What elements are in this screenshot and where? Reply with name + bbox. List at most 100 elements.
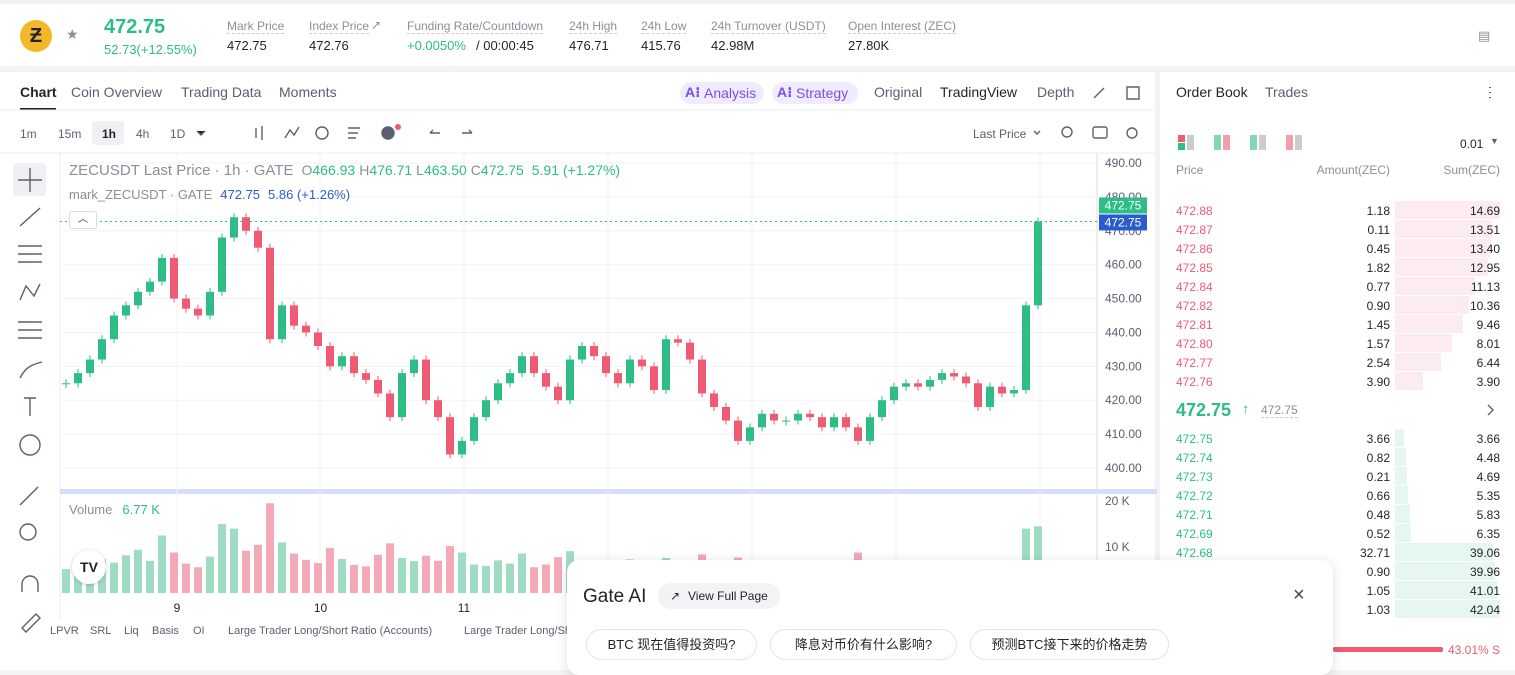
volume-bar (62, 569, 70, 593)
mid-mark: 472.75 (1261, 403, 1298, 418)
coin-logo: Ƶ (20, 20, 52, 52)
settings-icon[interactable]: ▤ (1478, 28, 1491, 43)
tab[interactable]: Coin Overview (71, 84, 163, 100)
volume-bar (314, 563, 322, 593)
candle-body (914, 383, 922, 387)
question[interactable]: BTC 现在值得投资吗? (586, 629, 757, 660)
candle-body (242, 217, 250, 231)
close[interactable]: × (1293, 584, 1305, 606)
candle-body (1010, 390, 1018, 394)
volume-bar (530, 567, 538, 593)
volume-bar (422, 555, 430, 593)
ob-price: 472.71 (1176, 508, 1213, 522)
x-tick-label: 10 (314, 601, 328, 615)
o: 466.93 (312, 162, 356, 178)
ob-sum: 6.35 (1476, 527, 1500, 541)
ob-amount: 3.90 (1366, 375, 1390, 389)
price-change: 52.73(+12.55%) (104, 42, 197, 57)
ob-sum: 3.66 (1476, 432, 1500, 446)
interval[interactable]: 1h (102, 127, 117, 141)
x-tick-label: 11 (458, 601, 471, 615)
ai-tab[interactable]: Strategy (796, 85, 849, 101)
ai-pill[interactable] (680, 82, 764, 104)
question[interactable]: 预测BTC接下来的价格走势 (970, 629, 1169, 660)
volume-bar (518, 553, 526, 593)
price-type[interactable]: Last Price (973, 127, 1027, 141)
interval[interactable]: 15m (58, 127, 82, 141)
depth-bar (1395, 581, 1498, 599)
view-full-page[interactable]: ↗ View Full Page (658, 583, 780, 609)
tab[interactable]: Trading Data (181, 84, 262, 100)
indicator[interactable]: SRL (90, 625, 112, 637)
ob-amount: 3.66 (1366, 432, 1390, 446)
candle-body (398, 373, 406, 418)
mark-symbol: mark_ZECUSDT · GATE (69, 187, 213, 202)
stat-label: 24h High (569, 19, 618, 34)
candle-body (950, 373, 958, 377)
ob-amount: 0.66 (1366, 489, 1390, 503)
vol-tick-label: 10 K (1105, 540, 1130, 554)
ai-pill[interactable] (772, 82, 858, 104)
candle-body (770, 413, 778, 421)
question[interactable]: 降息对币价有什么影响? (770, 629, 957, 660)
ai-tab[interactable]: Analysis (704, 85, 757, 101)
volume-bar (374, 554, 382, 593)
volume-bar (146, 560, 154, 593)
ob-tab[interactable]: Order Book (1176, 84, 1248, 100)
stat-label: 24h Turnover (USDT) (711, 19, 826, 34)
candle-body (662, 339, 670, 391)
interval[interactable]: 1m (20, 127, 37, 141)
volume-bar (1034, 526, 1042, 593)
candle-body (722, 407, 730, 421)
precision[interactable]: 0.01 (1460, 137, 1484, 151)
ob-sum: 13.40 (1469, 242, 1500, 256)
ob-sum: 9.46 (1476, 318, 1500, 332)
indicator[interactable]: Large Trader Long/Sh (464, 625, 572, 637)
indicator[interactable]: Basis (152, 625, 179, 637)
volume-value: 6.77 K (122, 502, 160, 517)
interval[interactable]: 1D (170, 127, 186, 141)
ob-sum: 14.69 (1469, 204, 1500, 218)
depth-bar (1395, 467, 1407, 485)
stat-value: 472.75 (227, 38, 267, 53)
indicator[interactable]: Liq (124, 625, 139, 637)
candle-body (758, 413, 766, 428)
y-tick-label: 450.00 (1105, 292, 1142, 306)
view-tab[interactable]: TradingView (940, 84, 1018, 100)
ob-tab[interactable]: Trades (1265, 84, 1309, 100)
candle-body (218, 237, 226, 292)
tab[interactable]: Moments (279, 84, 337, 100)
interval[interactable]: 4h (136, 127, 150, 141)
y-tick-label: 460.00 (1105, 258, 1142, 272)
stat-label: Mark Price (227, 19, 285, 34)
volume-bar (434, 560, 442, 593)
indicator[interactable]: OI (193, 625, 205, 637)
volume-bar (506, 563, 514, 593)
stat-value: +0.0050% (407, 38, 466, 53)
x-tick-label: 9 (174, 601, 181, 615)
volume-bar (494, 560, 502, 593)
collapse[interactable]: ︿ (69, 211, 97, 229)
view-tab[interactable]: Original (874, 84, 923, 100)
depth-bar (1395, 600, 1500, 618)
price-badge (1099, 197, 1147, 214)
candle-body (422, 359, 430, 401)
candle-body (890, 386, 898, 401)
favorite-star[interactable]: ★ (66, 26, 79, 42)
candle-body (746, 427, 754, 441)
candle-body (494, 383, 502, 401)
candle-body (446, 417, 454, 455)
candle-body (278, 305, 286, 340)
ratio-side: S (1492, 643, 1501, 657)
tv-logo[interactable]: TV (72, 550, 106, 584)
candle-body (782, 420, 790, 422)
indicator[interactable]: LPVR (50, 625, 79, 637)
view-tab[interactable]: Depth (1037, 84, 1075, 100)
ob-amount: 0.21 (1366, 470, 1390, 484)
depth-bar (1395, 524, 1411, 542)
indicator[interactable]: Large Trader Long/Short Ratio (Accounts) (228, 625, 433, 637)
candle-body (518, 356, 526, 374)
volume-bar (110, 562, 118, 593)
volume-bar (206, 556, 214, 593)
tab[interactable]: Chart (20, 84, 57, 100)
